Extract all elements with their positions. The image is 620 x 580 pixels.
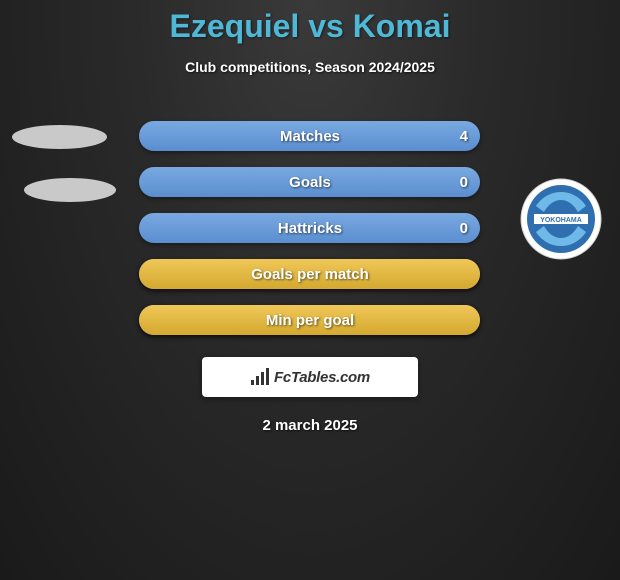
watermark-bars-icon [250, 368, 274, 386]
stat-bar-bg [139, 213, 480, 243]
stat-bar-bg [139, 167, 480, 197]
stat-row-hattricks: Hattricks 0 [0, 205, 620, 251]
comparison-date: 2 march 2025 [0, 417, 620, 434]
stat-bar-fill [139, 305, 480, 335]
page-title: Ezequiel vs Komai [0, 0, 620, 45]
watermark: FcTables.com [202, 357, 418, 397]
stat-row-goals: Goals 0 [0, 159, 620, 205]
stats-container: Matches 4 Goals 0 Hattricks 0 Goals per … [0, 113, 620, 343]
stat-row-min-per-goal: Min per goal [0, 297, 620, 343]
stat-row-goals-per-match: Goals per match [0, 251, 620, 297]
stat-row-matches: Matches 4 [0, 113, 620, 159]
stat-bar-fill [139, 259, 480, 289]
subtitle: Club competitions, Season 2024/2025 [0, 59, 620, 75]
watermark-text: FcTables.com [274, 369, 370, 386]
stat-bar-bg [139, 121, 480, 151]
